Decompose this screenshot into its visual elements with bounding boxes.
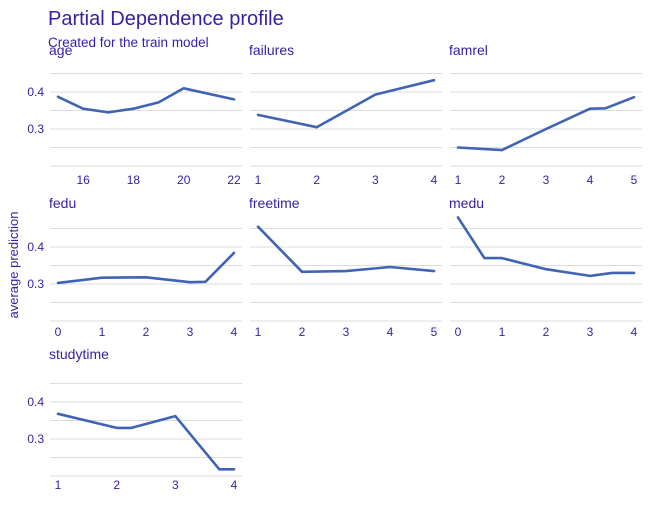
x-tick-label: 4 — [431, 173, 438, 187]
x-tick-label: 5 — [431, 325, 438, 339]
x-tick-label: 0 — [455, 325, 462, 339]
x-tick-label: 3 — [372, 173, 379, 187]
panel-fedu: fedu 0.3 0.4 0 1 2 3 4 — [27, 195, 242, 339]
series-line-failures — [256, 78, 436, 129]
x-tick-label: 2 — [313, 173, 320, 187]
x-tick-label: 1 — [255, 325, 262, 339]
x-tick-label: 1 — [499, 325, 506, 339]
panel-studytime: studytime 0.3 0.4 1 2 3 4 — [27, 346, 242, 492]
x-tick-label: 3 — [543, 173, 550, 187]
x-tick-label: 4 — [587, 173, 594, 187]
panel-medu: medu 0 1 2 3 4 — [449, 195, 642, 339]
x-tick-label: 3 — [343, 325, 350, 339]
chart-subtitle: Created for the train model — [48, 35, 209, 50]
panel-title-freetime: freetime — [249, 195, 300, 211]
x-tick-label: 16 — [76, 173, 90, 187]
x-tick-label: 2 — [113, 478, 120, 492]
series-line-famrel — [456, 95, 636, 152]
x-tick-label: 20 — [177, 173, 191, 187]
x-tick-label: 1 — [99, 325, 106, 339]
x-tick-label: 2 — [299, 325, 306, 339]
chart-title: Partial Dependence profile — [48, 8, 284, 30]
series-line-studytime — [56, 412, 236, 471]
y-tick-label: 0.4 — [27, 395, 44, 409]
series-line-freetime — [256, 225, 436, 274]
panel-title-age: age — [49, 42, 73, 58]
x-tick-label: 1 — [255, 173, 262, 187]
y-axis-label: average prediction — [6, 212, 21, 319]
x-tick-label: 4 — [231, 478, 238, 492]
x-tick-label: 4 — [631, 325, 638, 339]
panel-age: age 0.3 0.4 16 18 20 22 — [27, 42, 242, 187]
x-tick-label: 4 — [231, 325, 238, 339]
x-tick-label: 1 — [455, 173, 462, 187]
x-tick-label: 2 — [499, 173, 506, 187]
panel-title-studytime: studytime — [49, 346, 109, 362]
x-tick-label: 2 — [543, 325, 550, 339]
y-tick-label: 0.3 — [27, 432, 44, 446]
y-tick-label: 0.4 — [27, 240, 44, 254]
x-tick-label: 4 — [387, 325, 394, 339]
x-tick-label: 3 — [587, 325, 594, 339]
x-tick-label: 22 — [227, 173, 241, 187]
panel-freetime: freetime 1 2 3 4 5 — [249, 195, 442, 339]
x-tick-label: 1 — [55, 478, 62, 492]
panel-failures: failures 1 2 3 4 — [249, 42, 442, 187]
series-line-fedu — [56, 251, 236, 285]
x-tick-label: 18 — [127, 173, 141, 187]
panel-title-fedu: fedu — [49, 195, 76, 211]
x-tick-label: 3 — [187, 325, 194, 339]
y-tick-label: 0.3 — [27, 277, 44, 291]
panel-famrel: famrel 1 2 3 4 5 — [449, 42, 642, 187]
series-line-medu — [456, 216, 636, 278]
panel-title-famrel: famrel — [449, 42, 488, 58]
x-tick-label: 5 — [631, 173, 638, 187]
y-tick-label: 0.4 — [27, 85, 44, 99]
x-tick-label: 2 — [143, 325, 150, 339]
x-tick-label: 3 — [172, 478, 179, 492]
panel-title-medu: medu — [449, 195, 484, 211]
series-line-age — [56, 87, 236, 114]
x-tick-label: 0 — [55, 325, 62, 339]
y-tick-label: 0.3 — [27, 122, 44, 136]
panel-title-failures: failures — [249, 42, 294, 58]
